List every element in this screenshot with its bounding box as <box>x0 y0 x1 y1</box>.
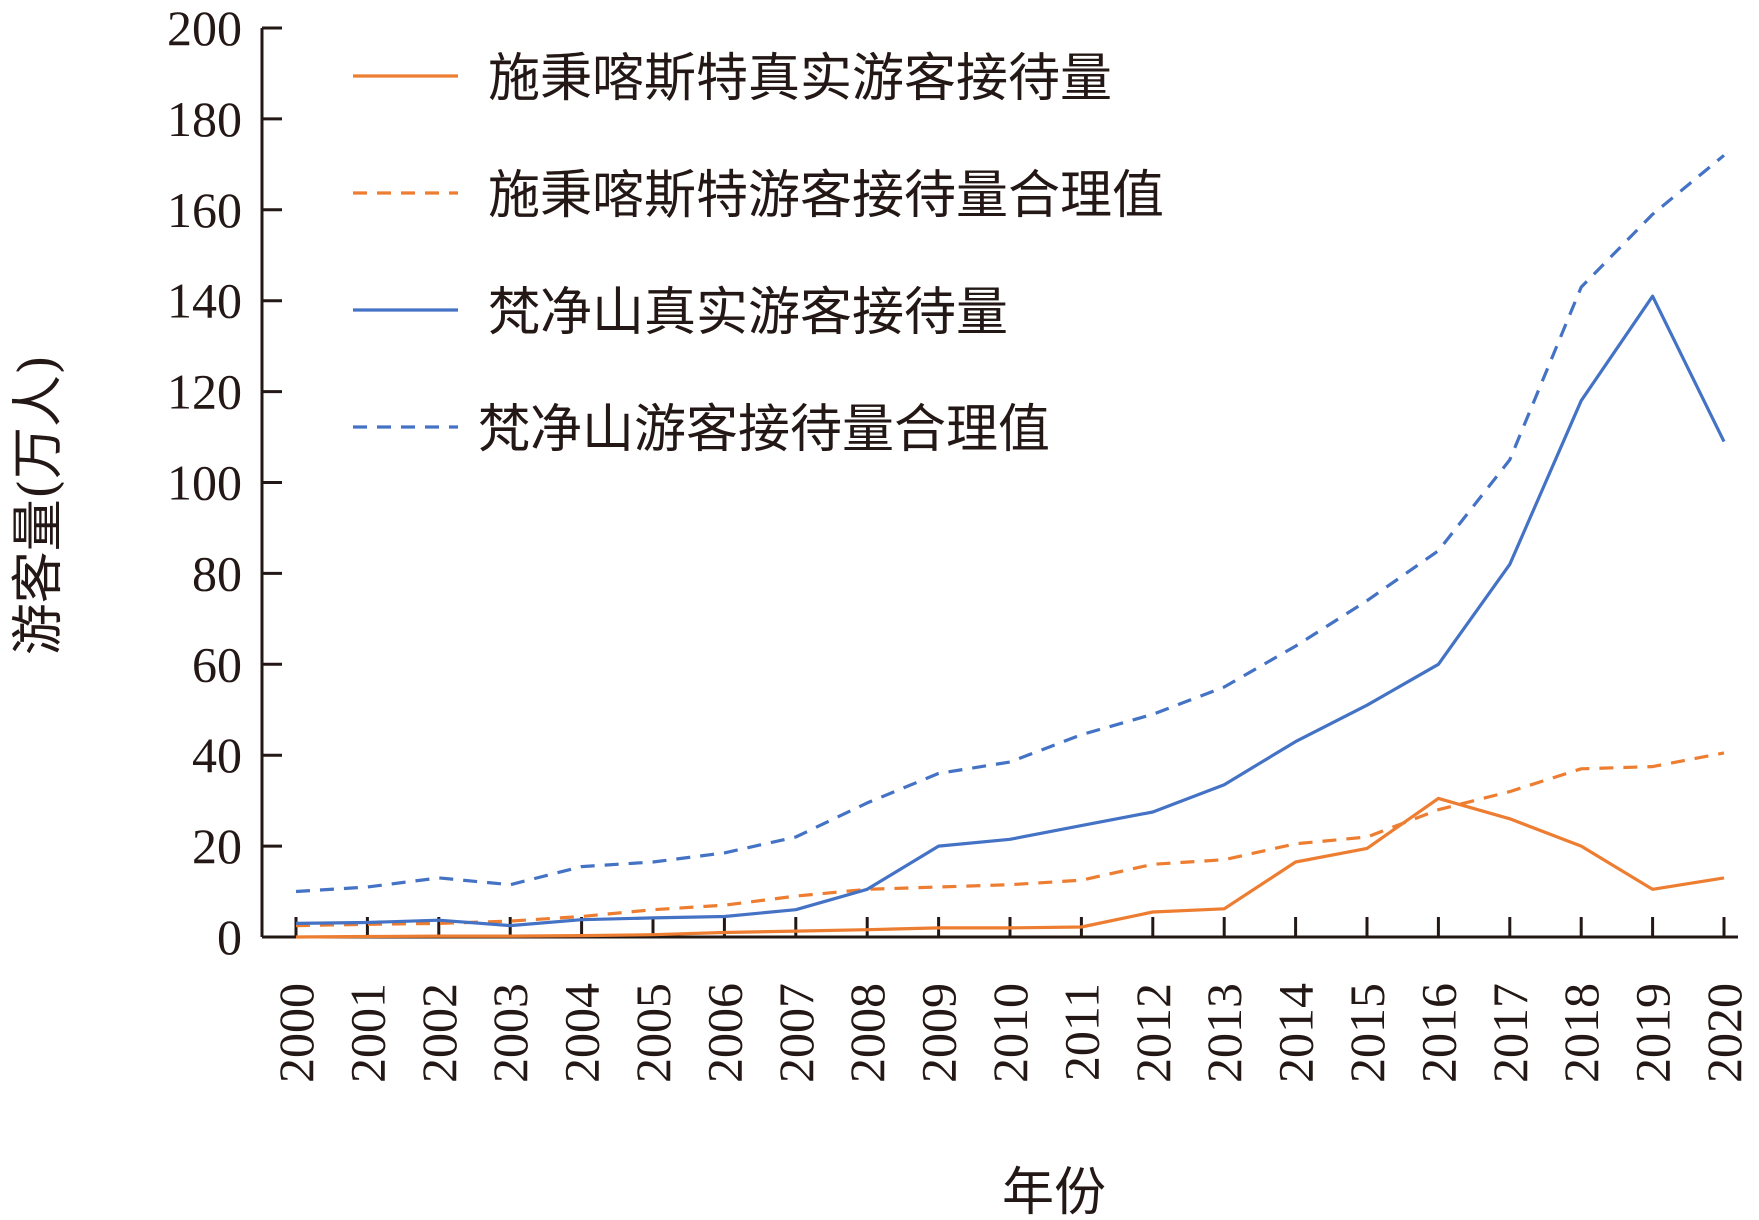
x-tick-label: 2011 <box>1053 983 1109 1081</box>
series-layer <box>295 154 1726 939</box>
x-tick-label: 2018 <box>1553 983 1609 1083</box>
x-tick-label: 2016 <box>1410 983 1466 1083</box>
x-tick-label: 2006 <box>696 983 752 1083</box>
x-tick-label: 2014 <box>1268 983 1324 1083</box>
y-tick-label: 20 <box>192 818 242 874</box>
x-tick-label: 2004 <box>554 983 610 1083</box>
y-tick-label: 40 <box>192 727 242 783</box>
y-tick-label: 80 <box>192 545 242 601</box>
y-tick-label: 0 <box>217 909 242 965</box>
x-tick-label: 2007 <box>768 983 824 1083</box>
y-tick-label: 120 <box>167 364 242 420</box>
x-tick-label: 2001 <box>339 983 395 1083</box>
x-tick-label: 2020 <box>1696 983 1752 1083</box>
y-tick-label: 140 <box>167 273 242 329</box>
legend-label-2: 施秉喀斯特游客接待量合理值 <box>488 166 1164 226</box>
legend-label-3: 梵净山真实游客接待量 <box>488 283 1008 343</box>
series-line-1 <box>295 796 1725 939</box>
y-tick-label: 100 <box>167 455 242 511</box>
x-tick-label: 2015 <box>1339 983 1395 1083</box>
x-tick-label: 2009 <box>911 983 967 1083</box>
x-tick-label: 2005 <box>625 983 681 1083</box>
legend: 施秉喀斯特真实游客接待量施秉喀斯特游客接待量合理值梵净山真实游客接待量梵净山游客… <box>353 49 1164 460</box>
y-tick-label: 200 <box>167 0 242 56</box>
x-axis-ticks: 2000 2001 2002 2003 2004 2005 2006 2007 2008 2009… <box>268 917 1752 1083</box>
x-tick-label: 2008 <box>839 983 895 1083</box>
x-tick-label: 2013 <box>1196 983 1252 1083</box>
x-tick-label: 2019 <box>1625 983 1681 1083</box>
y-tick-label: 160 <box>167 182 242 238</box>
x-tick-label: 2003 <box>482 983 538 1083</box>
series-line-3 <box>295 294 1726 928</box>
x-tick-label: 2010 <box>982 983 1038 1083</box>
series-line-2 <box>295 751 1725 928</box>
legend-label-1: 施秉喀斯特真实游客接待量 <box>488 49 1112 109</box>
legend-label-4: 梵净山游客接待量合理值 <box>478 400 1050 460</box>
series-line-4 <box>295 154 1726 894</box>
x-tick-label: 2002 <box>411 983 467 1083</box>
x-tick-label: 2017 <box>1482 983 1538 1083</box>
x-tick-label: 2000 <box>268 983 324 1083</box>
x-tick-label: 2012 <box>1125 983 1181 1083</box>
y-axis-ticks: 0 20 40 60 80 100 120 140 160 180 200 <box>167 0 282 965</box>
axes <box>260 28 1738 939</box>
y-tick-label: 180 <box>167 91 242 147</box>
y-tick-label: 60 <box>192 636 242 692</box>
y-axis-title: 游客量(万人) <box>9 355 69 656</box>
x-axis-title: 年份 <box>1002 1163 1106 1220</box>
